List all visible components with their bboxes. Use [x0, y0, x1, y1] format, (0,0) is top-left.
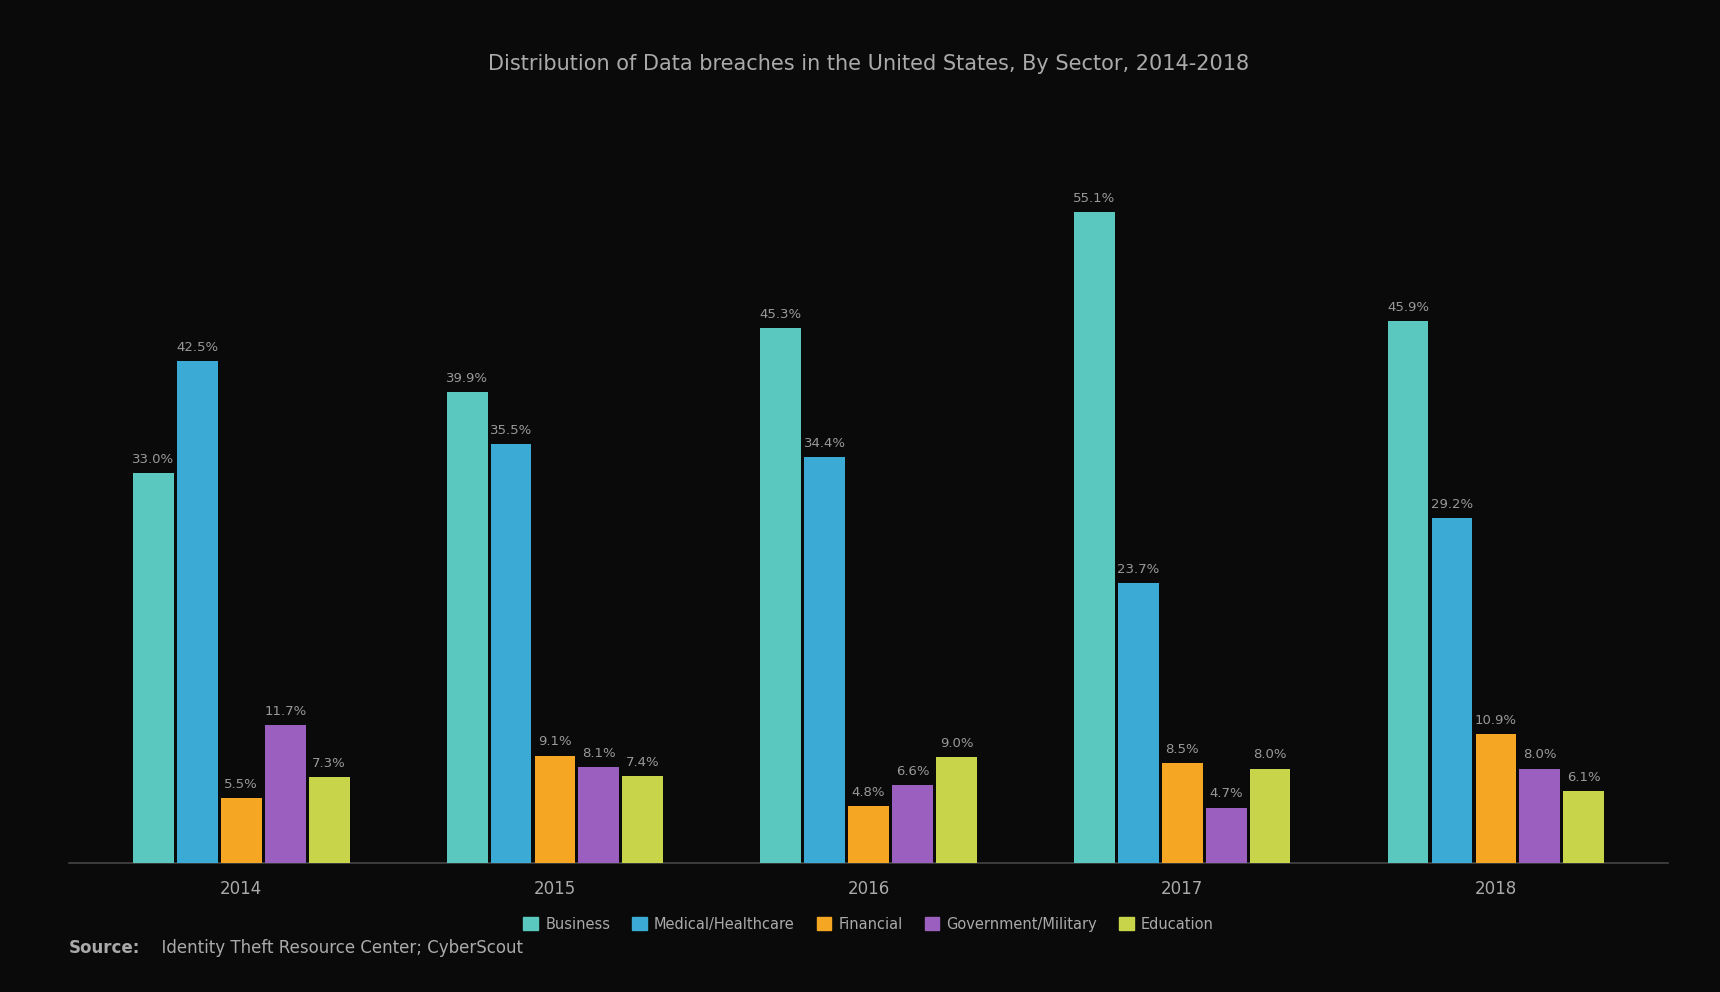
Text: 8.5%: 8.5%: [1166, 743, 1199, 756]
Bar: [805, 456, 845, 863]
Bar: [760, 328, 802, 863]
Bar: [1431, 518, 1472, 863]
Bar: [265, 725, 306, 863]
Text: 45.3%: 45.3%: [760, 308, 802, 321]
Bar: [1519, 769, 1560, 863]
Bar: [848, 806, 889, 863]
Text: 7.3%: 7.3%: [313, 757, 346, 770]
Bar: [447, 392, 487, 863]
Bar: [132, 473, 174, 863]
Bar: [623, 776, 664, 863]
Bar: [1118, 583, 1159, 863]
Bar: [1073, 212, 1115, 863]
Text: 4.8%: 4.8%: [851, 787, 886, 800]
Text: 55.1%: 55.1%: [1073, 192, 1116, 205]
Bar: [220, 799, 261, 863]
Bar: [490, 443, 531, 863]
Text: 33.0%: 33.0%: [132, 453, 174, 466]
Text: 39.9%: 39.9%: [445, 372, 488, 385]
Bar: [310, 777, 349, 863]
Text: 11.7%: 11.7%: [265, 704, 306, 718]
Bar: [535, 756, 574, 863]
Text: 23.7%: 23.7%: [1118, 563, 1159, 576]
Text: Identity Theft Resource Center; CyberScout: Identity Theft Resource Center; CyberSco…: [151, 939, 523, 957]
Text: 6.6%: 6.6%: [896, 765, 929, 778]
Bar: [1476, 734, 1517, 863]
Text: 9.1%: 9.1%: [538, 735, 571, 749]
Bar: [1163, 763, 1202, 863]
Text: 8.0%: 8.0%: [1254, 749, 1287, 762]
Text: 6.1%: 6.1%: [1567, 771, 1601, 784]
Text: Source:: Source:: [69, 939, 139, 957]
Bar: [1563, 791, 1605, 863]
Bar: [893, 785, 932, 863]
Title: Distribution of Data breaches in the United States, By Sector, 2014-2018: Distribution of Data breaches in the Uni…: [488, 55, 1249, 74]
Bar: [1250, 769, 1290, 863]
Bar: [936, 757, 977, 863]
Text: 8.1%: 8.1%: [581, 747, 616, 760]
Bar: [1206, 807, 1247, 863]
Bar: [578, 768, 619, 863]
Text: 5.5%: 5.5%: [224, 778, 258, 791]
Text: 7.4%: 7.4%: [626, 756, 659, 769]
Legend: Business, Medical/Healthcare, Financial, Government/Military, Education: Business, Medical/Healthcare, Financial,…: [518, 911, 1219, 937]
Text: 9.0%: 9.0%: [939, 737, 974, 750]
Text: 29.2%: 29.2%: [1431, 498, 1472, 511]
Text: 35.5%: 35.5%: [490, 424, 531, 436]
Bar: [177, 361, 218, 863]
Text: 10.9%: 10.9%: [1474, 714, 1517, 727]
Text: 8.0%: 8.0%: [1522, 749, 1557, 762]
Text: 45.9%: 45.9%: [1386, 301, 1429, 313]
Text: 34.4%: 34.4%: [803, 436, 846, 449]
Bar: [1388, 321, 1428, 863]
Text: 4.7%: 4.7%: [1209, 788, 1244, 801]
Text: 42.5%: 42.5%: [177, 341, 218, 354]
